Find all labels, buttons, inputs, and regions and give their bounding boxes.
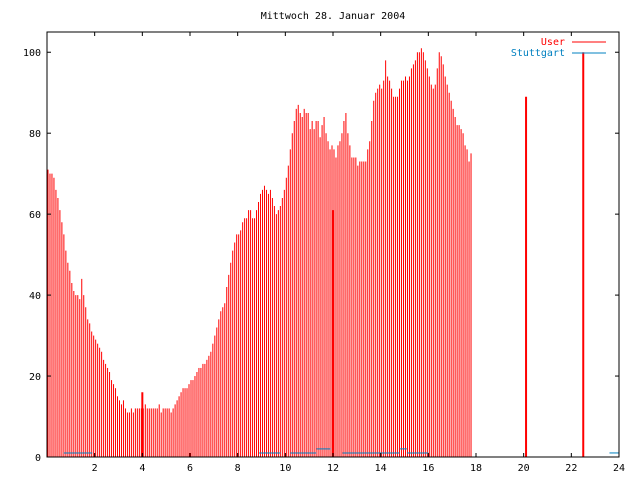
x-tick-label: 18 xyxy=(470,463,482,474)
x-tick-label: 24 xyxy=(613,463,625,474)
x-tick-label: 8 xyxy=(235,463,241,474)
x-tick-label: 10 xyxy=(279,463,291,474)
y-tick-label: 0 xyxy=(35,453,41,464)
plot-area xyxy=(47,48,619,457)
x-tick-label: 14 xyxy=(375,463,387,474)
x-tick-label: 12 xyxy=(327,463,339,474)
y-tick-label: 20 xyxy=(29,372,41,383)
x-tick-label: 4 xyxy=(139,463,145,474)
x-tick-label: 6 xyxy=(187,463,193,474)
y-tick-label: 80 xyxy=(29,129,41,140)
x-tick-label: 2 xyxy=(92,463,98,474)
x-tick-label: 22 xyxy=(565,463,577,474)
legend: User Stuttgart xyxy=(511,37,606,59)
legend-label-stuttgart: Stuttgart xyxy=(511,48,565,59)
x-tick-label: 16 xyxy=(422,463,434,474)
legend-label-user: User xyxy=(541,37,565,48)
chart-title: Mittwoch 28. Januar 2004 xyxy=(261,11,406,22)
y-tick-label: 100 xyxy=(23,48,41,59)
x-tick-label: 20 xyxy=(518,463,530,474)
y-tick-label: 60 xyxy=(29,210,41,221)
y-tick-label: 40 xyxy=(29,291,41,302)
